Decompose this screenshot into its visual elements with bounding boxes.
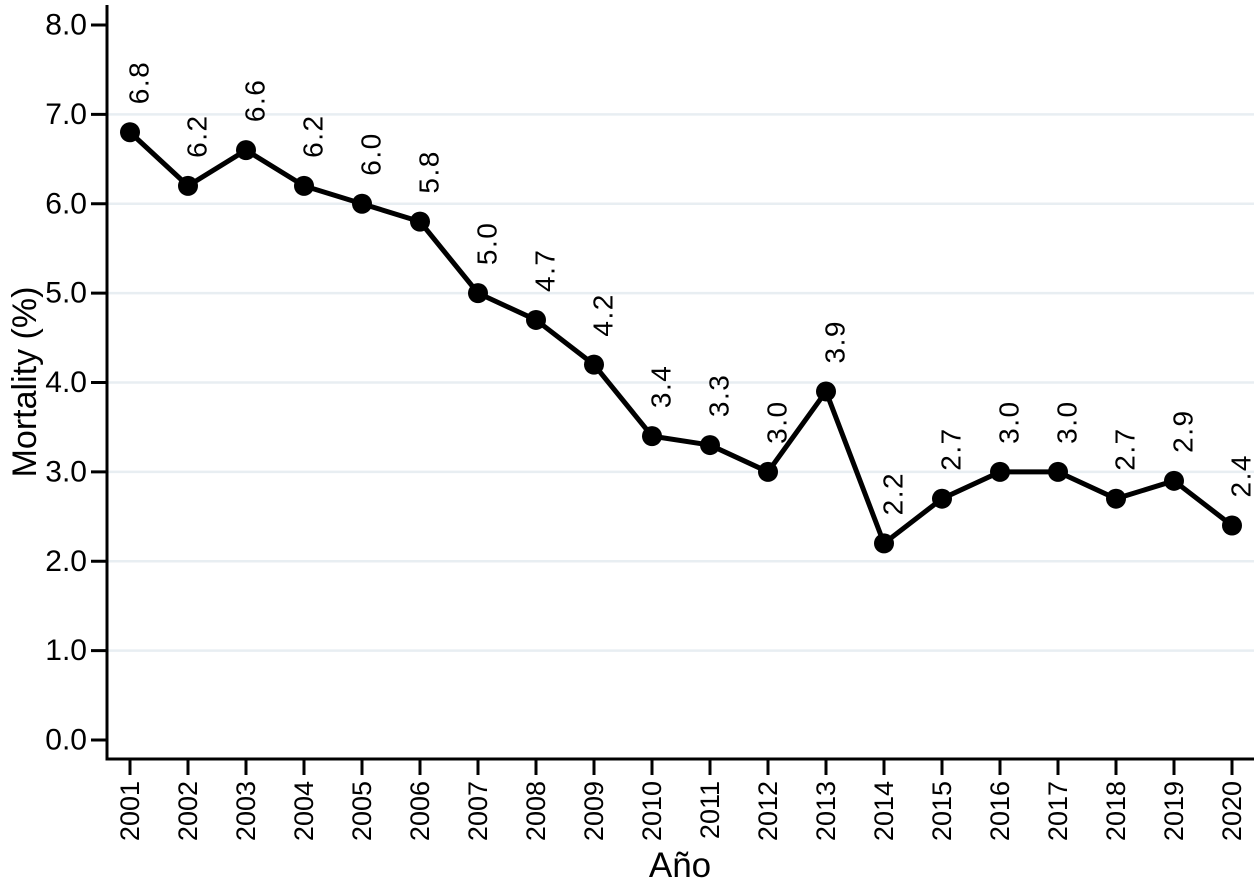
x-tick-label: 2013 <box>811 781 841 841</box>
y-axis-title: Mortality (%) <box>6 287 44 478</box>
y-tick-label: 6.0 <box>45 187 87 220</box>
data-point-marker <box>526 309 546 330</box>
data-points <box>120 122 1242 554</box>
data-point-marker <box>236 140 256 161</box>
point-label: 2.7 <box>936 427 967 470</box>
series-polyline <box>127 129 1235 546</box>
x-tick-label: 2019 <box>1159 781 1189 841</box>
point-label: 4.7 <box>530 249 561 292</box>
point-label: 2.9 <box>1168 409 1199 452</box>
point-label: 3.0 <box>994 400 1025 443</box>
point-label: 6.8 <box>124 61 155 104</box>
y-tick-label: 8.0 <box>45 9 87 42</box>
x-tick-label: 2011 <box>695 781 725 839</box>
point-label: 2.4 <box>1226 454 1257 497</box>
x-tick-label: 2012 <box>753 781 783 841</box>
x-tick-label: 2001 <box>115 781 145 841</box>
x-tick-label: 2016 <box>985 781 1015 841</box>
x-tick-label: 2010 <box>637 781 667 841</box>
y-tick-label: 3.0 <box>45 455 87 488</box>
y-tick-label: 2.0 <box>45 545 87 578</box>
point-label: 3.4 <box>646 365 677 408</box>
point-label: 3.0 <box>762 400 793 443</box>
data-point-marker <box>816 381 836 402</box>
data-point-marker <box>410 211 430 232</box>
data-point-marker <box>758 461 778 482</box>
x-tick-label: 2007 <box>463 781 493 841</box>
data-point-marker <box>294 175 314 196</box>
point-label: 3.3 <box>704 374 735 417</box>
x-tick-label: 2004 <box>289 781 319 841</box>
y-tick-label: 4.0 <box>45 366 87 399</box>
point-label: 3.9 <box>820 320 851 363</box>
data-point-marker <box>1164 470 1184 491</box>
point-label: 5.8 <box>414 150 445 193</box>
point-label: 4.2 <box>588 293 619 336</box>
data-point-marker <box>178 175 198 196</box>
data-point-marker <box>584 354 604 375</box>
point-label: 2.7 <box>1110 427 1141 470</box>
y-tick-label: 1.0 <box>45 634 87 667</box>
data-point-marker <box>352 193 372 214</box>
point-label: 3.0 <box>1052 400 1083 443</box>
data-point-marker <box>1222 515 1242 536</box>
x-tick-label: 2006 <box>405 781 435 841</box>
data-point-marker <box>120 122 140 143</box>
y-tick-label: 5.0 <box>45 277 87 310</box>
x-tick-label: 2008 <box>521 781 551 841</box>
point-label: 6.6 <box>240 79 271 122</box>
point-label: 6.2 <box>182 114 213 157</box>
y-tick-labels: 0.0 1.0 2.0 3.0 4.0 5.0 6.0 7.0 8.0 <box>45 9 87 757</box>
data-point-marker <box>874 533 894 554</box>
point-label: 6.2 <box>298 114 329 157</box>
data-point-marker <box>642 426 662 447</box>
y-tick-label: 7.0 <box>45 98 87 131</box>
gridlines <box>108 113 1254 652</box>
x-tick-label: 2003 <box>231 781 261 841</box>
y-tick-label: 0.0 <box>45 724 87 757</box>
data-point-marker <box>990 461 1010 482</box>
data-point-marker <box>700 435 720 456</box>
data-point-marker <box>1048 461 1068 482</box>
point-labels: 6.8 6.2 6.6 6.2 6.0 5.8 5.0 4.7 4.2 3.4 3.3 3.0 3.9 2… <box>124 61 1257 516</box>
x-tick-label: 2020 <box>1217 781 1247 841</box>
x-tick-label: 2017 <box>1043 781 1073 841</box>
data-point-marker <box>468 283 488 304</box>
data-point-marker <box>932 488 952 509</box>
series-line <box>127 129 1235 546</box>
x-tick-label: 2005 <box>347 781 377 841</box>
point-label: 2.2 <box>878 472 909 515</box>
x-tick-label: 2015 <box>927 781 957 841</box>
axes <box>91 5 1254 775</box>
x-tick-label: 2014 <box>869 781 899 841</box>
point-label: 6.0 <box>356 132 387 175</box>
point-label: 5.0 <box>472 222 503 265</box>
x-axis-title: Año <box>649 846 711 885</box>
x-tick-labels: 2001 2002 2003 2004 2005 2006 2007 2008 2009 2010… <box>115 781 1247 841</box>
x-tick-label: 2002 <box>173 781 203 841</box>
data-point-marker <box>1106 488 1126 509</box>
x-tick-label: 2018 <box>1101 781 1131 841</box>
x-tick-label: 2009 <box>579 781 609 841</box>
